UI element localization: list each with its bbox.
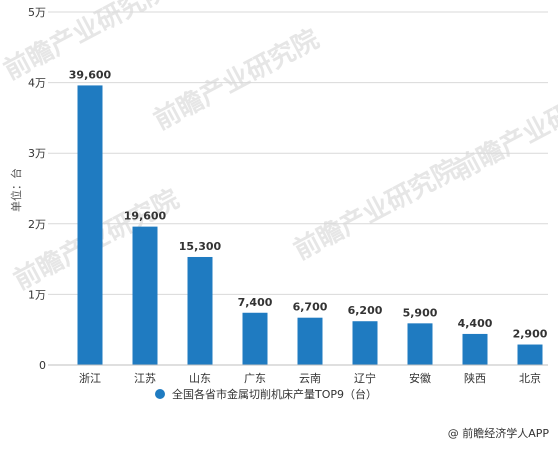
data-label: 6,200	[348, 304, 383, 317]
source-credit: @ 前瞻经济学人APP	[448, 426, 550, 440]
bars	[77, 85, 543, 365]
legend: 全国各省市金属切削机床产量TOP9（台）	[155, 387, 377, 401]
x-tick-label: 辽宁	[354, 371, 376, 385]
x-tick-label: 陕西	[464, 371, 486, 385]
y-axis-ticks: 0 1万 2万 3万 4万 5万	[28, 6, 46, 372]
bar	[187, 256, 213, 365]
legend-marker	[155, 389, 165, 399]
gridlines	[48, 11, 548, 295]
x-tick-label: 山东	[189, 372, 211, 385]
y-tick-label: 2万	[28, 218, 46, 231]
y-tick-label: 4万	[28, 77, 46, 90]
x-tick-label: 江苏	[134, 372, 156, 385]
bar	[407, 323, 433, 365]
data-label: 5,900	[403, 306, 438, 319]
x-tick-label: 北京	[519, 371, 541, 385]
legend-label: 全国各省市金属切削机床产量TOP9（台）	[172, 387, 377, 401]
data-label: 6,700	[293, 301, 328, 314]
data-label: 7,400	[238, 296, 273, 309]
data-label: 15,300	[179, 240, 222, 253]
x-tick-label: 浙江	[79, 372, 101, 385]
x-axis-ticks: 浙江 江苏 山东 广东 云南 辽宁 安徽 陕西 北京	[79, 371, 541, 385]
bar	[132, 226, 158, 365]
data-label: 19,600	[124, 210, 167, 223]
x-tick-label: 安徽	[409, 371, 431, 385]
bar	[462, 333, 488, 365]
bar	[242, 312, 268, 365]
y-tick-label: 1万	[28, 288, 46, 301]
bar	[77, 85, 103, 365]
y-axis-title: 单位：台	[9, 168, 23, 212]
y-tick-label: 3万	[28, 147, 46, 160]
y-tick-label: 0	[39, 359, 46, 372]
x-tick-label: 云南	[299, 372, 321, 385]
bar	[297, 317, 323, 365]
watermark-text: 前瞻产业研究院	[449, 73, 558, 186]
y-tick-label: 5万	[28, 6, 46, 19]
data-label: 4,400	[458, 317, 493, 330]
bar	[352, 321, 378, 365]
watermark-text: 前瞻产业研究院	[149, 23, 324, 136]
data-label: 2,900	[513, 328, 548, 341]
bar	[517, 344, 543, 365]
x-tick-label: 广东	[244, 372, 266, 385]
watermark-text: 前瞻产业研究院	[289, 153, 464, 266]
data-labels: 39,600 19,600 15,300 7,400 6,700 6,200 5,900 4,…	[69, 68, 548, 340]
data-label: 39,600	[69, 68, 112, 81]
